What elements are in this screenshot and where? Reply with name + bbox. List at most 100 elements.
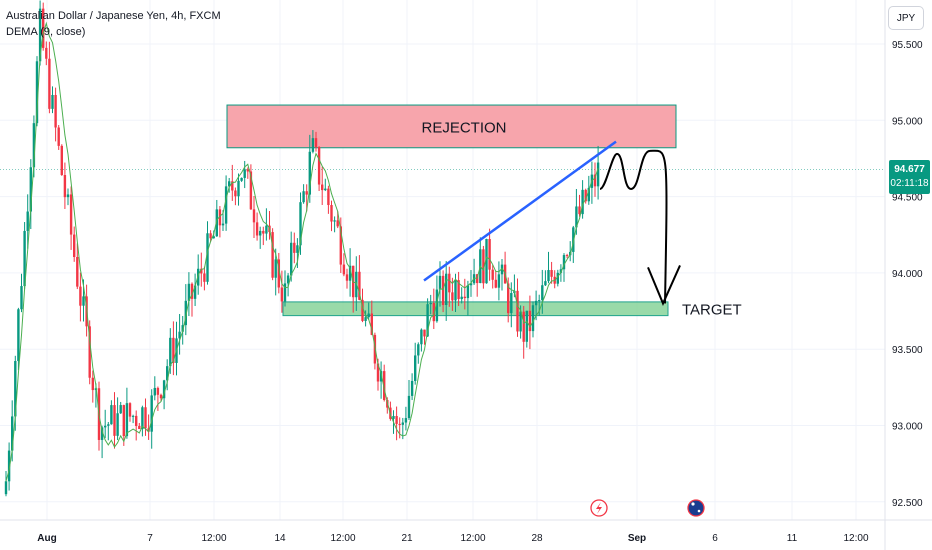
candle-body (500, 264, 504, 275)
candle-body (333, 220, 336, 222)
candle-body (277, 259, 280, 288)
candle-body (321, 184, 324, 191)
candle (4, 471, 8, 497)
candle-body (88, 326, 91, 378)
price-tick-label: 92.500 (892, 498, 923, 509)
candle-body (243, 169, 246, 178)
candle-body (265, 225, 268, 234)
candle-body (11, 416, 14, 451)
candle (23, 222, 26, 290)
annotation-zones: REJECTION (226, 104, 677, 317)
candle-body (23, 230, 26, 287)
time-tick-label: Aug (37, 533, 56, 544)
candle (302, 184, 305, 204)
candle (330, 200, 333, 232)
candle-body (544, 281, 547, 286)
candle-body (122, 405, 125, 437)
candle (429, 294, 432, 315)
candle (541, 269, 544, 314)
candle-body (193, 285, 197, 299)
candle (156, 386, 160, 411)
candle-body (54, 94, 57, 128)
candle (69, 186, 73, 250)
time-tick-label: 12:00 (330, 533, 355, 544)
candle-body (237, 180, 240, 197)
candle (531, 301, 535, 338)
candle-body (73, 234, 76, 257)
candle (218, 206, 222, 238)
candle-body (339, 226, 342, 265)
time-tick-label: 7 (147, 533, 153, 544)
candle-body (141, 407, 144, 430)
candle (538, 294, 541, 316)
candle (131, 414, 135, 424)
candle (45, 41, 48, 66)
candle-body (497, 274, 501, 288)
candle-body (76, 256, 79, 287)
candle (240, 177, 243, 182)
candle-body (91, 377, 94, 391)
candle (104, 409, 107, 439)
candle (107, 421, 110, 441)
candle-body (131, 415, 135, 417)
candle-body (578, 206, 581, 215)
candle-body (206, 233, 209, 282)
candle (252, 195, 256, 238)
candle-body (541, 285, 544, 301)
candle (321, 166, 324, 206)
candle (228, 178, 231, 193)
candle-body (370, 313, 373, 335)
candle (383, 364, 386, 402)
price-tick-label: 93.500 (892, 345, 923, 356)
event-icons (590, 499, 705, 517)
candle (417, 342, 420, 364)
candle (172, 321, 175, 376)
candle-body (367, 313, 370, 318)
candle (280, 270, 284, 313)
candle (488, 228, 491, 281)
candle-body (410, 380, 414, 396)
candle-body (426, 304, 429, 337)
candle (271, 228, 274, 281)
flash-icon-bolt (596, 502, 602, 514)
candle-body (562, 255, 566, 270)
candle (128, 402, 132, 422)
candle-body (587, 187, 590, 202)
candle-body (525, 310, 528, 342)
currency-button[interactable]: JPY (888, 6, 924, 30)
candle (42, 2, 45, 51)
candle-body (330, 205, 333, 222)
candle-body (317, 147, 321, 185)
candle-body (348, 265, 352, 281)
candle-body (150, 395, 153, 432)
candle (410, 373, 414, 401)
candle-body (79, 286, 82, 306)
candle-body (119, 405, 122, 414)
candle-body (395, 416, 398, 424)
candle-body (404, 418, 408, 423)
candle-body (407, 395, 411, 419)
candle-body (311, 138, 315, 152)
price-tick-label: 95.500 (892, 40, 923, 51)
candle-body (262, 230, 265, 234)
candle-body (246, 169, 249, 172)
candle-body (314, 138, 318, 148)
candle-body (29, 167, 32, 212)
candle (249, 164, 253, 210)
time-tick-label: Sep (628, 533, 646, 544)
candle-body (107, 424, 110, 426)
candle (342, 253, 346, 277)
indicator-legend[interactable]: DEMA (9, close) (6, 26, 86, 38)
candle (29, 159, 32, 230)
candle (485, 238, 488, 284)
candle-body (283, 283, 287, 302)
candle-body (488, 239, 491, 270)
candle (91, 370, 94, 403)
candle-body (482, 249, 485, 284)
candle-body (135, 415, 138, 426)
candle-body (169, 337, 172, 367)
candle (293, 232, 296, 264)
candle-body (379, 371, 383, 382)
candle-body (364, 317, 367, 321)
